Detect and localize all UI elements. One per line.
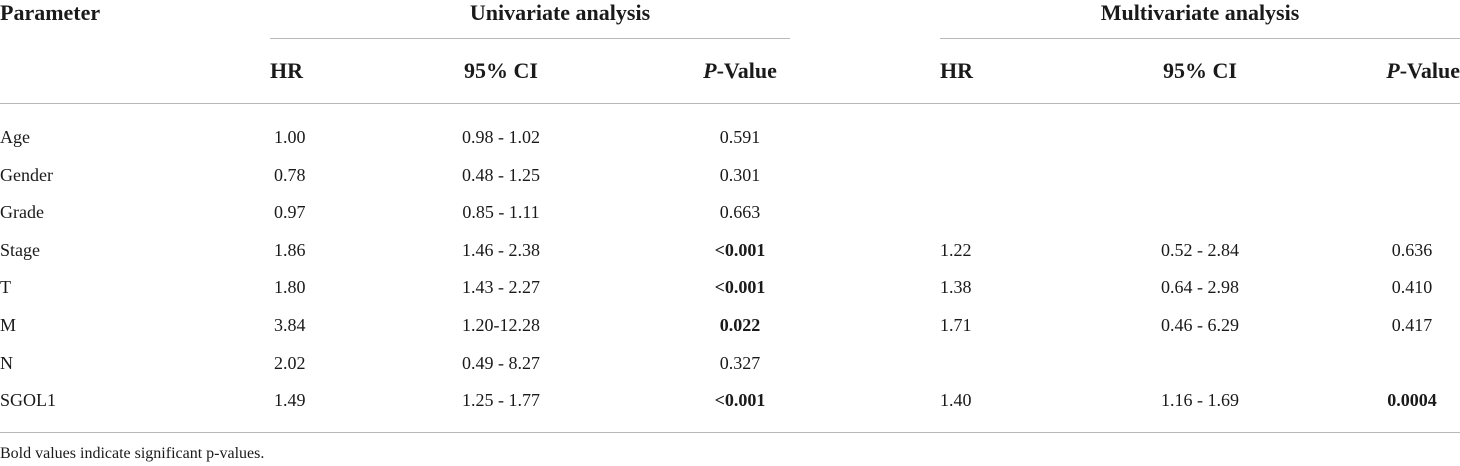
multivariate-ci-cell: 1.16 - 1.69 (1161, 390, 1239, 410)
p-italic: P (1386, 58, 1400, 83)
univariate-ci-cell: 0.48 - 1.25 (462, 165, 540, 185)
param-cell: M (0, 315, 17, 335)
univariate-hr-cell: 2.02 (274, 353, 306, 373)
univariate-ci-cell: 1.46 - 2.38 (462, 240, 540, 260)
univariate-p-cell: <0.001 (714, 390, 766, 410)
univariate-hr-cell: 1.49 (274, 390, 306, 410)
multivariate-hr-cell: 1.38 (940, 277, 972, 297)
table-footnote: Bold values indicate significant p-value… (0, 445, 265, 462)
univariate-group-rule (270, 38, 790, 39)
param-cell: Stage (0, 240, 40, 260)
univariate-p-cell: 0.301 (719, 165, 761, 185)
univariate-hr-cell: 0.97 (274, 202, 306, 222)
param-cell: SGOL1 (0, 390, 57, 410)
p-suffix: -Value (716, 58, 777, 83)
parameter-header: Parameter (0, 0, 101, 25)
multivariate-p-header: P-Value (1340, 58, 1460, 84)
multivariate-p-cell: 0.636 (1391, 240, 1433, 260)
header-bottom-rule (0, 103, 1460, 104)
multivariate-p-cell: 0.410 (1391, 277, 1433, 297)
p-suffix: -Value (1399, 58, 1460, 83)
table-row: SGOL1 1.49 1.25 - 1.77 <0.001 1.40 1.16 - 1.6… (0, 389, 1460, 427)
univariate-hr-cell: 1.00 (274, 127, 306, 147)
param-cell: Age (0, 127, 30, 147)
param-cell: T (0, 277, 11, 297)
univariate-hr-cell: 3.84 (274, 315, 306, 335)
table-row: Gender 0.78 0.48 - 1.25 0.301 (0, 164, 1460, 202)
multivariate-ci-cell: 0.46 - 6.29 (1161, 315, 1239, 335)
multivariate-hr-cell: 1.40 (940, 390, 972, 410)
univariate-ci-cell: 0.98 - 1.02 (462, 127, 540, 147)
univariate-p-cell: 0.022 (719, 315, 761, 335)
univariate-p-cell: <0.001 (714, 277, 766, 297)
multivariate-ci-cell: 0.64 - 2.98 (1161, 277, 1239, 297)
table-row: Grade 0.97 0.85 - 1.11 0.663 (0, 201, 1460, 239)
param-cell: N (0, 353, 13, 373)
param-cell: Grade (0, 202, 44, 222)
univariate-ci-cell: 0.49 - 8.27 (462, 353, 540, 373)
univariate-ci-cell: 1.43 - 2.27 (462, 277, 540, 297)
univariate-hr-cell: 1.80 (274, 277, 306, 297)
multivariate-ci-header: 95% CI (1163, 58, 1237, 83)
table-row: Stage 1.86 1.46 - 2.38 <0.001 1.22 0.52 - 2.8… (0, 239, 1460, 277)
table-row: N 2.02 0.49 - 8.27 0.327 (0, 352, 1460, 390)
multivariate-ci-cell: 0.52 - 2.84 (1161, 240, 1239, 260)
univariate-p-header: P-Value (680, 58, 800, 84)
univariate-ci-header: 95% CI (464, 58, 538, 83)
multivariate-group-rule (940, 38, 1460, 39)
univariate-group-header: Univariate analysis (469, 0, 651, 25)
univariate-p-cell: 0.663 (719, 202, 761, 222)
univariate-ci-cell: 1.25 - 1.77 (462, 390, 540, 410)
p-italic: P (703, 58, 717, 83)
univariate-ci-cell: 0.85 - 1.11 (462, 202, 540, 222)
multivariate-p-cell: 0.417 (1391, 315, 1433, 335)
table-bottom-rule (0, 432, 1460, 433)
univariate-p-cell: 0.591 (719, 127, 761, 147)
multivariate-p-cell: 0.0004 (1387, 390, 1437, 410)
multivariate-group-header: Multivariate analysis (1100, 0, 1300, 25)
univariate-p-cell: 0.327 (719, 353, 761, 373)
table-row: Age 1.00 0.98 - 1.02 0.591 (0, 126, 1460, 164)
multivariate-hr-cell: 1.22 (940, 240, 972, 260)
univariate-hr-cell: 0.78 (274, 165, 306, 185)
multivariate-hr-cell: 1.71 (940, 315, 972, 335)
table-row: T 1.80 1.43 - 2.27 <0.001 1.38 0.64 - 2.98 0.4… (0, 276, 1460, 314)
univariate-p-cell: <0.001 (714, 240, 766, 260)
univariate-ci-cell: 1.20-12.28 (462, 315, 540, 335)
univariate-hr-header: HR (270, 58, 303, 83)
univariate-hr-cell: 1.86 (274, 240, 306, 260)
multivariate-hr-header: HR (940, 58, 973, 83)
param-cell: Gender (0, 165, 53, 185)
table-row: M 3.84 1.20-12.28 0.022 1.71 0.46 - 6.29 0.417 (0, 314, 1460, 352)
